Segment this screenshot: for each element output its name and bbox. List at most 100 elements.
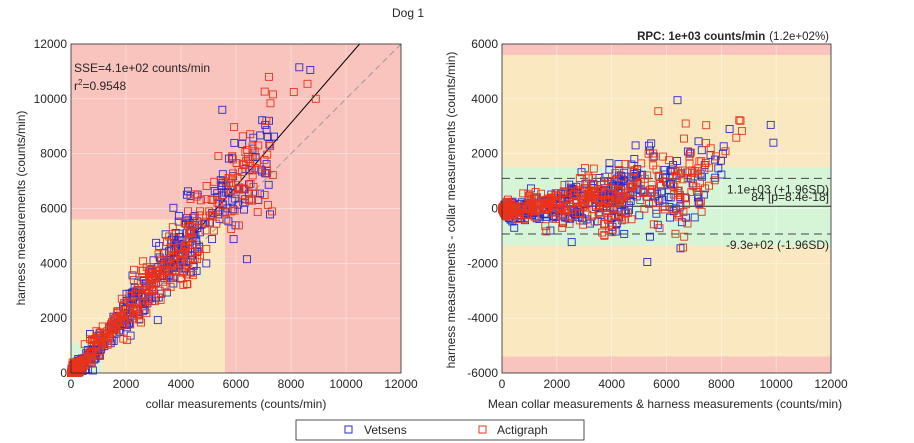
right-point-actigraph <box>675 210 684 219</box>
right-point-actigraph <box>586 192 595 201</box>
right-point-actigraph <box>614 210 623 219</box>
right-point-actigraph <box>601 172 609 181</box>
left-point-actigraph <box>193 255 202 264</box>
left-y-axis-label: harness measurements (counts/min) <box>14 111 28 306</box>
right-x-axis-label: Mean collar measurements & harness measu… <box>488 397 842 411</box>
right-point-vetsens <box>543 212 551 221</box>
right-point-vetsens <box>683 147 692 156</box>
right-point-actigraph <box>615 165 624 174</box>
left-point-actigraph <box>233 173 242 182</box>
right-point-actigraph <box>543 194 552 203</box>
left-x-tick-label: 6000 <box>223 377 250 391</box>
right-point-actigraph <box>560 180 569 189</box>
left-point-vetsens <box>230 138 239 147</box>
left-point-vetsens <box>239 185 248 194</box>
left-point-vetsens <box>188 256 197 265</box>
left-x-tick-label: 0 <box>68 377 75 391</box>
right-point-actigraph <box>600 231 609 240</box>
legend-marker-actigraph <box>478 425 487 434</box>
left-point-actigraph <box>166 262 175 271</box>
right-point-actigraph <box>611 211 620 220</box>
right-tick-labels: 0 2000 4000 6000 8000 10000 12000 -6000 -4000 -20… <box>467 37 848 391</box>
left-point-actigraph <box>186 195 195 203</box>
right-point-actigraph <box>655 224 664 233</box>
right-point-vetsens <box>719 142 728 151</box>
left-point-actigraph <box>129 314 138 323</box>
right-point-actigraph <box>546 199 555 208</box>
right-y-tick-label: 6000 <box>471 37 498 51</box>
left-tick-labels: 0 2000 4000 6000 8000 10000 12000 0 2000 4000 6000… <box>34 37 418 391</box>
right-point-actigraph <box>603 215 612 224</box>
right-line-label-0: 1.1e+03 (+1.96SD) <box>727 182 829 196</box>
right-point-vetsens <box>673 157 682 165</box>
right-point-actigraph <box>595 196 604 205</box>
right-point-actigraph <box>556 212 565 221</box>
left-annotation-r2: r2=0.9548 <box>74 78 126 93</box>
right-point-actigraph <box>576 181 585 190</box>
left-point-actigraph <box>113 317 122 326</box>
right-point-vetsens <box>660 165 669 174</box>
right-point-vetsens <box>716 156 725 165</box>
left-point-actigraph <box>207 196 216 204</box>
right-point-actigraph <box>594 208 603 216</box>
left-point-actigraph <box>126 297 134 306</box>
left-point-actigraph <box>156 295 165 304</box>
left-point-actigraph <box>117 294 126 303</box>
right-point-actigraph <box>652 206 661 214</box>
left-point-actigraph <box>234 221 243 230</box>
left-annotation-sup: 2 <box>78 78 83 87</box>
right-point-vetsens <box>620 229 629 238</box>
right-point-actigraph <box>674 186 683 195</box>
right-line-labels: 1.1e+03 (+1.96SD)84 [p=8.4e-18] -9.3e+02 … <box>726 182 829 252</box>
right-point-vetsens <box>605 159 614 168</box>
left-point-actigraph <box>130 265 138 274</box>
left-point-actigraph <box>155 286 164 295</box>
left-point-vetsens <box>229 235 238 244</box>
left-point-actigraph <box>210 177 219 186</box>
left-point-actigraph <box>268 207 277 216</box>
left-point-actigraph <box>247 194 256 203</box>
right-x-tick-label: 2000 <box>543 377 570 391</box>
left-point-actigraph <box>214 152 223 161</box>
left-point-actigraph <box>139 257 148 266</box>
left-point-actigraph <box>165 232 174 241</box>
right-point-actigraph <box>572 198 581 207</box>
right-point-actigraph <box>594 190 603 199</box>
right-point-vetsens <box>673 96 682 105</box>
left-point-actigraph <box>146 280 155 289</box>
right-point-actigraph <box>590 180 599 189</box>
left-point-vetsens <box>234 184 243 193</box>
left-point-actigraph <box>202 195 211 204</box>
right-point-vetsens <box>666 193 675 202</box>
right-point-vetsens <box>650 152 659 161</box>
right-point-actigraph <box>552 197 561 206</box>
right-point-actigraph <box>637 159 646 168</box>
left-point-vetsens <box>256 131 265 140</box>
left-point-vetsens <box>224 217 233 226</box>
legend: Vetsens Actigraph <box>295 419 585 441</box>
left-point-actigraph <box>228 185 237 194</box>
right-point-actigraph <box>721 147 730 156</box>
right-point-vetsens <box>631 141 640 150</box>
left-point-actigraph <box>202 182 211 190</box>
right-point-actigraph <box>670 167 679 176</box>
right-x-tick-label: 10000 <box>759 377 793 391</box>
right-point-actigraph <box>678 175 687 184</box>
left-point-actigraph <box>188 271 197 280</box>
left-point-vetsens <box>262 126 271 135</box>
left-point-actigraph <box>229 169 238 178</box>
right-point-actigraph <box>580 183 589 192</box>
right-point-vetsens <box>690 213 699 222</box>
left-point-actigraph <box>75 362 84 371</box>
left-point-actigraph <box>180 243 189 252</box>
left-point-actigraph <box>266 99 275 108</box>
left-point-actigraph <box>130 303 139 312</box>
left-point-actigraph <box>92 349 101 358</box>
left-point-actigraph <box>249 182 258 191</box>
left-point-actigraph <box>100 333 109 342</box>
left-point-actigraph <box>131 287 140 296</box>
left-point-vetsens <box>295 63 304 72</box>
right-point-actigraph <box>679 243 687 252</box>
left-point-actigraph <box>176 256 185 264</box>
